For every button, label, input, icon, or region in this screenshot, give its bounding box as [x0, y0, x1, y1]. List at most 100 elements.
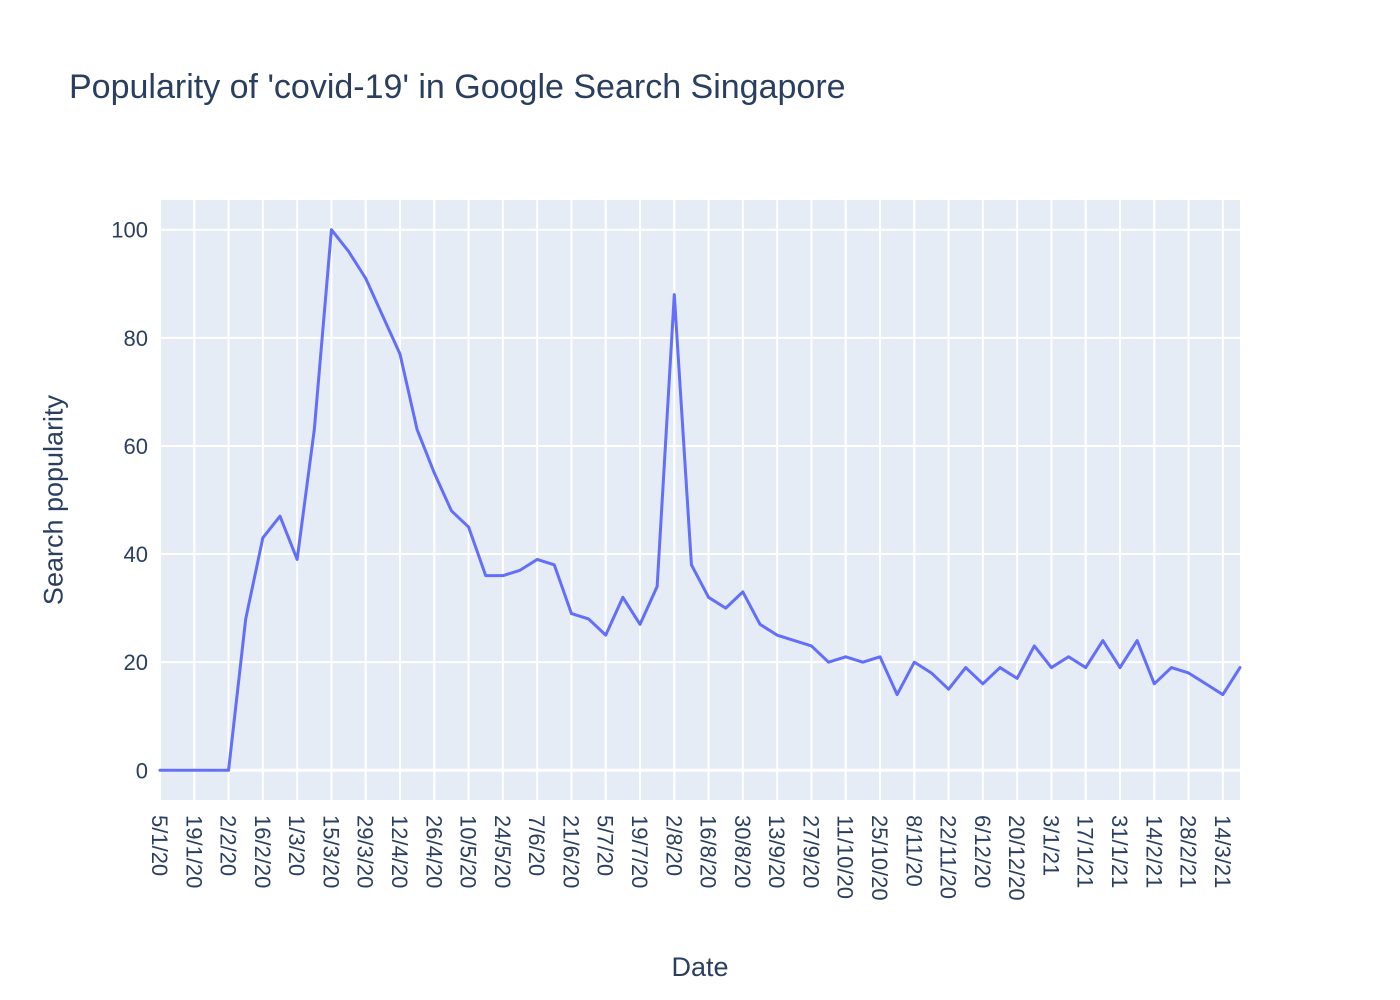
data-point [810, 645, 812, 647]
x-tick-label: 30/8/20 [730, 815, 755, 888]
data-point [313, 429, 315, 431]
data-point [776, 634, 778, 636]
x-tick-label: 2/2/20 [216, 815, 241, 876]
data-point [570, 612, 572, 614]
data-point [245, 618, 247, 620]
data-point [296, 558, 298, 560]
data-point [433, 472, 435, 474]
x-tick-label: 6/12/20 [970, 815, 995, 888]
data-point [1187, 672, 1189, 674]
data-point [673, 293, 675, 295]
data-point [279, 515, 281, 517]
data-point [210, 769, 212, 771]
x-tick-label: 22/11/20 [936, 815, 961, 899]
y-tick-labels: 0 20 40 60 80 100 [111, 218, 148, 784]
data-point [1102, 639, 1104, 641]
data-point [845, 656, 847, 658]
y-axis-title: Search popularity [38, 394, 69, 606]
data-point [913, 661, 915, 663]
data-point [827, 661, 829, 663]
data-point [485, 574, 487, 576]
data-point [639, 623, 641, 625]
x-tick-label: 28/2/21 [1176, 815, 1201, 888]
data-point [176, 769, 178, 771]
x-tick-label: 14/3/21 [1210, 815, 1235, 888]
data-point [742, 591, 744, 593]
x-tick-label: 25/10/20 [867, 815, 892, 901]
data-point [656, 585, 658, 587]
y-tick-label: 100 [111, 218, 148, 243]
x-tick-label: 20/12/20 [1004, 815, 1029, 901]
x-tick-label: 14/2/21 [1141, 815, 1166, 888]
x-tick-label: 5/7/20 [593, 815, 618, 876]
x-tick-label: 7/6/20 [524, 815, 549, 876]
data-point [502, 574, 504, 576]
x-tick-label: 19/1/20 [181, 815, 206, 888]
data-point [347, 250, 349, 252]
data-point [1153, 683, 1155, 685]
data-point [1170, 666, 1172, 668]
data-point [399, 353, 401, 355]
data-point [330, 229, 332, 231]
data-point [982, 683, 984, 685]
x-tick-label: 24/5/20 [490, 815, 515, 888]
data-point [262, 537, 264, 539]
data-point [1239, 666, 1241, 668]
data-point [999, 666, 1001, 668]
x-tick-label: 8/11/20 [901, 815, 926, 887]
x-tick-label: 21/6/20 [558, 815, 583, 888]
y-tick-label: 80 [124, 326, 148, 351]
data-point [725, 607, 727, 609]
data-point [1119, 666, 1121, 668]
data-point [622, 596, 624, 598]
x-gridlines [159, 200, 1224, 800]
data-point [759, 623, 761, 625]
data-point [930, 672, 932, 674]
chart-title: Popularity of 'covid-19' in Google Searc… [69, 68, 846, 106]
data-point [1205, 683, 1207, 685]
data-point [450, 510, 452, 512]
series-line [158, 228, 1242, 772]
plot-background [160, 200, 1240, 800]
x-axis-title: Date [671, 952, 729, 982]
x-tick-label: 12/4/20 [387, 815, 412, 888]
x-tick-label: 27/9/20 [798, 815, 823, 888]
data-point [536, 558, 538, 560]
x-tick-labels: 5/1/20 19/1/20 2/2/20 16/2/20 1/3/20 15/3/20 2… [147, 815, 1235, 901]
data-point [1085, 666, 1087, 668]
data-point [1136, 639, 1138, 641]
data-point [467, 526, 469, 528]
data-point [193, 769, 195, 771]
x-tick-label: 19/7/20 [627, 815, 652, 888]
x-tick-label: 13/9/20 [764, 815, 789, 888]
series-layer [158, 228, 1242, 772]
x-tick-label: 11/10/20 [833, 815, 858, 899]
x-tick-label: 31/1/21 [1107, 815, 1132, 888]
data-point [879, 656, 881, 658]
data-point [1033, 645, 1035, 647]
y-tick-label: 20 [124, 650, 148, 675]
data-point [587, 618, 589, 620]
x-tick-label: 17/1/21 [1073, 815, 1098, 888]
data-point [707, 596, 709, 598]
x-tick-label: 3/1/21 [1038, 815, 1063, 876]
data-point [1067, 656, 1069, 658]
x-tick-label: 15/3/20 [318, 815, 343, 888]
x-tick-label: 26/4/20 [421, 815, 446, 888]
data-point [416, 429, 418, 431]
data-point [365, 277, 367, 279]
x-tick-label: 1/3/20 [284, 815, 309, 876]
x-tick-label: 16/8/20 [696, 815, 721, 888]
data-point [896, 693, 898, 695]
data-point [690, 564, 692, 566]
data-point [793, 639, 795, 641]
y-tick-label: 0 [136, 758, 148, 783]
data-point [1050, 666, 1052, 668]
data-point [159, 769, 161, 771]
data-point [519, 569, 521, 571]
data-point [553, 564, 555, 566]
data-point [382, 315, 384, 317]
x-tick-label: 10/5/20 [456, 815, 481, 888]
